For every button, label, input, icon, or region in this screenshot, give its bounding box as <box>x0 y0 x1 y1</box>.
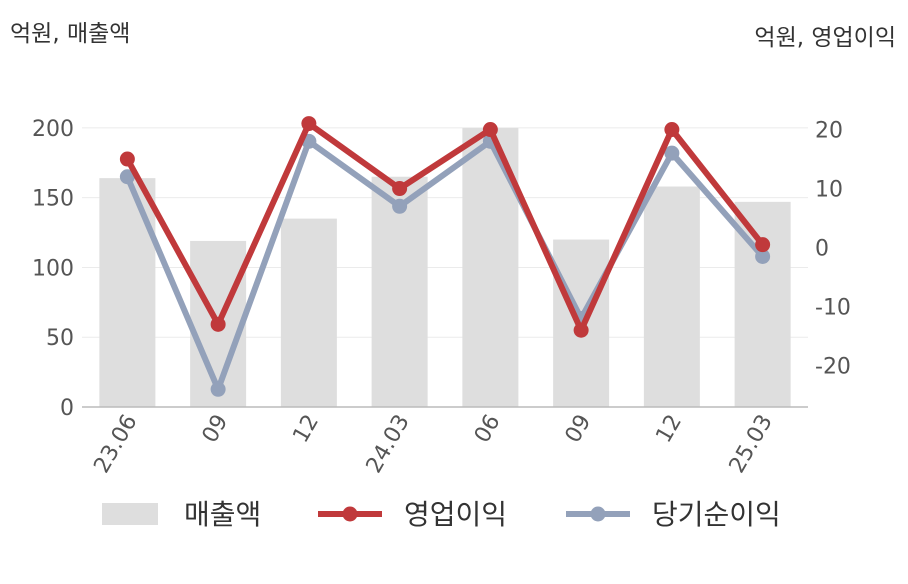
x-tick-label: 24.03 <box>362 411 415 478</box>
left-tick-label: 150 <box>32 187 74 212</box>
series-point <box>210 316 226 332</box>
series-line <box>124 138 766 393</box>
legend-swatch <box>102 503 158 525</box>
left-tick-label: 50 <box>46 326 74 351</box>
x-tick-label: 23.06 <box>89 411 142 478</box>
bar <box>371 176 428 407</box>
legend-marker <box>342 506 358 522</box>
bar <box>643 186 700 407</box>
x-tick-label: 09 <box>561 411 597 448</box>
series-point <box>573 322 589 338</box>
right-tick-label: -10 <box>815 296 851 321</box>
legend-label: 당기순이익 <box>652 498 781 531</box>
series-point <box>392 181 408 197</box>
bar <box>99 178 156 407</box>
right-tick-label: 0 <box>815 237 829 262</box>
legend-marker <box>590 506 606 522</box>
right-axis-unit-label: 억원, 영업이익 <box>754 25 896 51</box>
x-tick-label: 09 <box>198 411 234 448</box>
left-tick-label: 200 <box>32 117 74 142</box>
series-point <box>119 151 135 167</box>
bar <box>280 218 337 407</box>
series-point <box>664 122 680 138</box>
legend-label: 영업이익 <box>404 498 507 531</box>
left-tick-label: 0 <box>60 396 74 421</box>
series-point <box>119 169 135 185</box>
series-point <box>755 237 771 253</box>
series-point <box>482 122 498 138</box>
series-line <box>124 120 766 334</box>
x-tick-label: 25.03 <box>725 411 778 478</box>
right-tick-label: 20 <box>815 119 843 144</box>
right-tick-label: 10 <box>815 178 843 203</box>
x-tick-label: 12 <box>651 411 687 448</box>
legend-label: 매출액 <box>184 498 261 531</box>
series-point <box>210 381 226 397</box>
left-axis-unit-label: 억원, 매출액 <box>10 21 131 47</box>
series-point <box>755 248 771 264</box>
x-tick-label: 12 <box>288 411 324 448</box>
series-point <box>664 145 680 161</box>
left-tick-label: 100 <box>32 256 74 281</box>
series-point <box>301 116 317 132</box>
x-tick-label: 06 <box>470 411 506 448</box>
series-point <box>392 198 408 214</box>
right-tick-label: -20 <box>815 355 851 380</box>
